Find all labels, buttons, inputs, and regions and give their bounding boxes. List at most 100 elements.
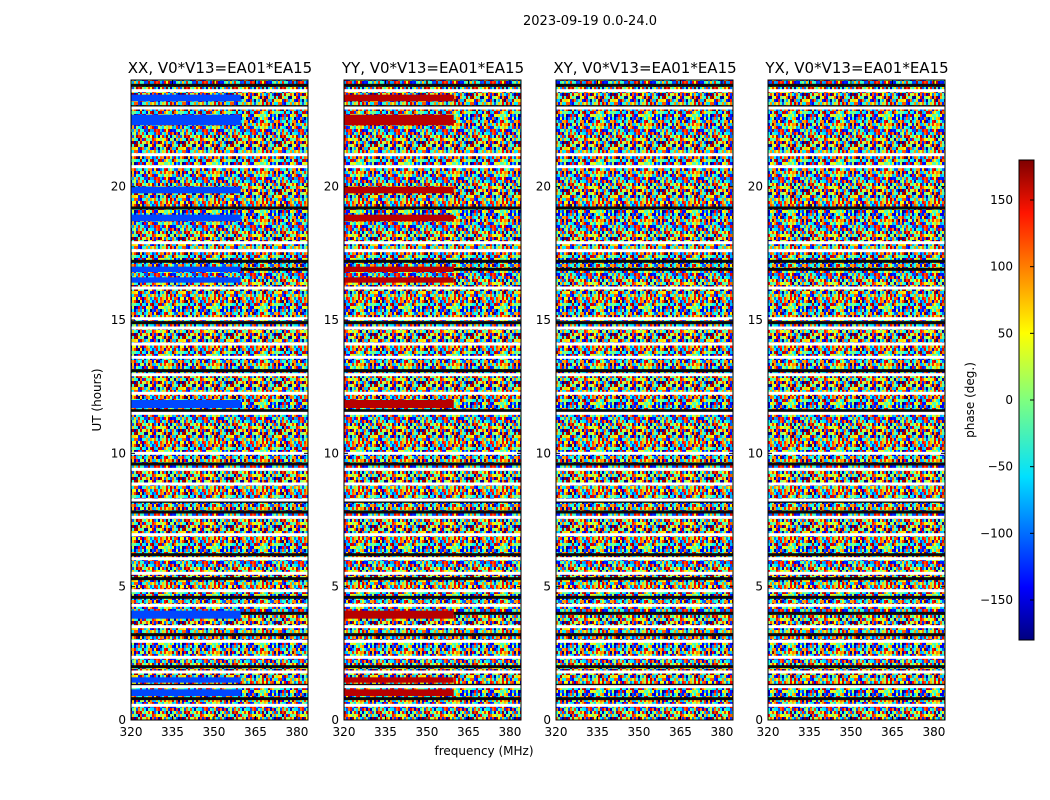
blank-row [131, 603, 308, 607]
flagged-row [768, 409, 945, 413]
flagged-row [131, 409, 308, 413]
flagged-row [131, 577, 308, 581]
blank-row [131, 153, 308, 157]
y-tick-label: 0 [543, 713, 551, 727]
coherent-phase-band [344, 266, 454, 272]
blank-row [344, 286, 521, 290]
blank-row [556, 639, 733, 643]
y-tick-label: 20 [748, 180, 763, 194]
flagged-row [131, 259, 308, 263]
blank-row [131, 286, 308, 290]
flagged-row [131, 697, 308, 701]
coherent-phase-band [131, 114, 241, 126]
blank-row [768, 106, 945, 110]
blank-row [344, 451, 521, 455]
blank-row [344, 89, 521, 93]
blank-row [556, 703, 733, 707]
blank-row [344, 165, 521, 169]
flagged-row [768, 83, 945, 87]
panel-1 [343, 79, 522, 721]
flagged-row [556, 611, 733, 615]
blank-row [768, 703, 945, 707]
coherent-phase-band [131, 277, 241, 283]
blank-row [344, 589, 521, 593]
y-tick-label: 15 [536, 313, 551, 327]
blank-row [556, 467, 733, 471]
x-tick-label: 365 [881, 725, 904, 739]
flagged-row [131, 553, 308, 557]
blank-row [556, 533, 733, 537]
x-tick-label: 335 [161, 725, 184, 739]
blank-row [556, 355, 733, 359]
flagged-row [344, 665, 521, 669]
blank-row [131, 703, 308, 707]
flagged-row [768, 611, 945, 615]
x-tick-label: 320 [120, 725, 143, 739]
x-axis-label: frequency (MHz) [434, 744, 533, 758]
flagged-row [768, 665, 945, 669]
y-tick-label: 15 [324, 313, 339, 327]
colorbar-tick-label: 50 [998, 326, 1013, 340]
flagged-row [344, 259, 521, 263]
y-tick-label: 5 [543, 580, 551, 594]
blank-row [556, 317, 733, 321]
blank-row [131, 670, 308, 674]
flagged-row [556, 697, 733, 701]
blank-row [768, 249, 945, 253]
blank-row [768, 655, 945, 659]
flagged-row [556, 577, 733, 581]
colorbar-tick-label: 150 [990, 193, 1013, 207]
blank-row [344, 326, 521, 330]
flagged-row [556, 409, 733, 413]
x-tick-label: 365 [669, 725, 692, 739]
blank-row [131, 482, 308, 486]
x-tick-label: 320 [757, 725, 780, 739]
x-tick-label: 365 [244, 725, 267, 739]
blank-row [768, 639, 945, 643]
x-tick-label: 335 [586, 725, 609, 739]
coherent-phase-band [131, 400, 241, 408]
flagged-row [131, 369, 308, 373]
blank-row [344, 639, 521, 643]
blank-row [131, 655, 308, 659]
blank-row [768, 625, 945, 629]
flagged-row [131, 665, 308, 669]
coherent-phase-band [344, 610, 454, 619]
blank-row [556, 326, 733, 330]
colorbar-tick-label: 0 [1005, 393, 1013, 407]
coherent-phase-band [131, 266, 241, 272]
blank-row [344, 355, 521, 359]
x-tick-label: 350 [628, 725, 651, 739]
blank-row [131, 515, 308, 519]
y-tick-label: 5 [331, 580, 339, 594]
flagged-row [131, 462, 308, 466]
x-tick-label: 350 [840, 725, 863, 739]
blank-row [131, 411, 308, 415]
x-tick-label: 320 [333, 725, 356, 739]
coherent-phase-band [344, 214, 454, 222]
blank-row [344, 373, 521, 377]
panel-title-xy: XY, V0*V13=EA01*EA15 [553, 59, 737, 77]
blank-row [131, 589, 308, 593]
blank-row [768, 391, 945, 395]
blank-row [556, 391, 733, 395]
coherent-phase-band [131, 94, 241, 102]
blank-row [131, 373, 308, 377]
coherent-phase-band [344, 94, 454, 102]
y-tick-label: 20 [111, 180, 126, 194]
flagged-row [556, 665, 733, 669]
blank-row [556, 106, 733, 110]
blank-row [556, 515, 733, 519]
blank-row [344, 241, 521, 245]
blank-row [344, 655, 521, 659]
blank-row [131, 317, 308, 321]
flagged-row [768, 633, 945, 637]
blank-row [556, 249, 733, 253]
flagged-row [556, 83, 733, 87]
coherent-phase-band [131, 677, 241, 683]
blank-row [556, 571, 733, 575]
blank-row [768, 603, 945, 607]
y-tick-label: 0 [331, 713, 339, 727]
